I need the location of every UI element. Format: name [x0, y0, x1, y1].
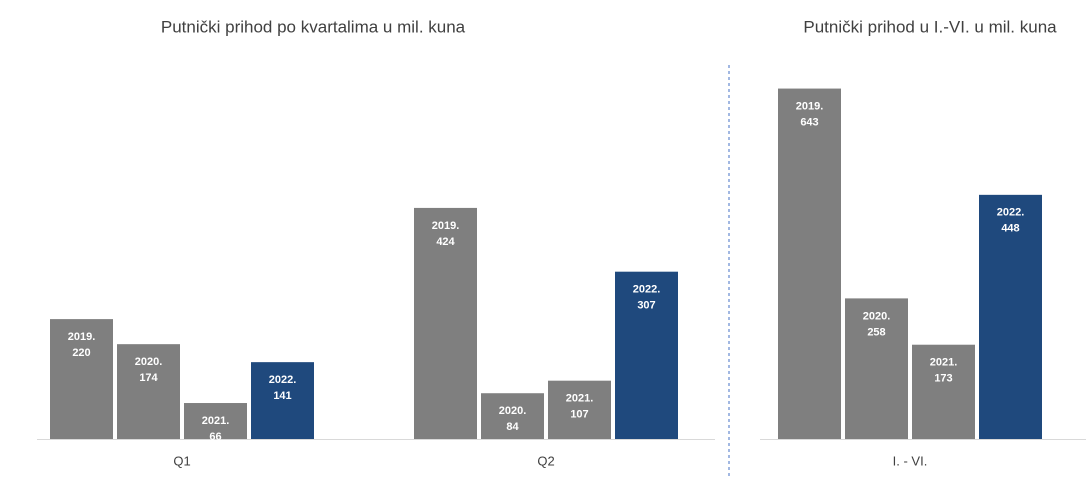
bar — [50, 319, 113, 439]
data-label-series: 2022. — [633, 284, 661, 296]
data-label-series: 2019. — [68, 331, 96, 343]
bar — [615, 271, 678, 439]
data-label: 173 — [934, 373, 952, 385]
data-label-series: 2020. — [863, 310, 891, 322]
data-label-series: 2020. — [499, 405, 527, 417]
bar — [184, 403, 247, 439]
bar — [548, 380, 611, 439]
chart-title: Putnički prihod po kvartalima u mil. kun… — [161, 17, 466, 36]
data-label: 643 — [800, 116, 818, 128]
data-label-series: 2021. — [566, 393, 594, 405]
data-label-series: 2022. — [997, 207, 1025, 219]
bar — [912, 344, 975, 439]
x-tick-label: I. - VI. — [893, 453, 928, 468]
bar — [117, 344, 180, 439]
data-label: 107 — [570, 409, 588, 421]
data-label: 66 — [209, 431, 221, 443]
chart-title: Putnički prihod u I.-VI. u mil. kuna — [803, 17, 1057, 36]
data-label: 258 — [867, 326, 885, 338]
data-label: 141 — [273, 390, 291, 402]
x-tick-label: Q2 — [537, 453, 554, 468]
data-label-series: 2022. — [269, 374, 297, 386]
bar — [414, 207, 477, 439]
bar — [845, 298, 908, 439]
data-label: 424 — [436, 236, 455, 248]
bar — [251, 362, 314, 439]
data-label: 174 — [139, 372, 158, 384]
x-tick-label: Q1 — [173, 453, 190, 468]
data-label: 307 — [637, 300, 655, 312]
data-label: 448 — [1001, 223, 1019, 235]
bar — [778, 88, 841, 439]
bar — [481, 393, 544, 439]
data-label-series: 2020. — [135, 356, 163, 368]
data-label-series: 2019. — [432, 220, 460, 232]
bar — [979, 194, 1042, 439]
data-label-series: 2021. — [202, 415, 230, 427]
data-label-series: 2021. — [930, 357, 958, 369]
data-label: 84 — [506, 421, 519, 433]
data-label-series: 2019. — [796, 100, 824, 112]
data-label: 220 — [72, 347, 90, 359]
